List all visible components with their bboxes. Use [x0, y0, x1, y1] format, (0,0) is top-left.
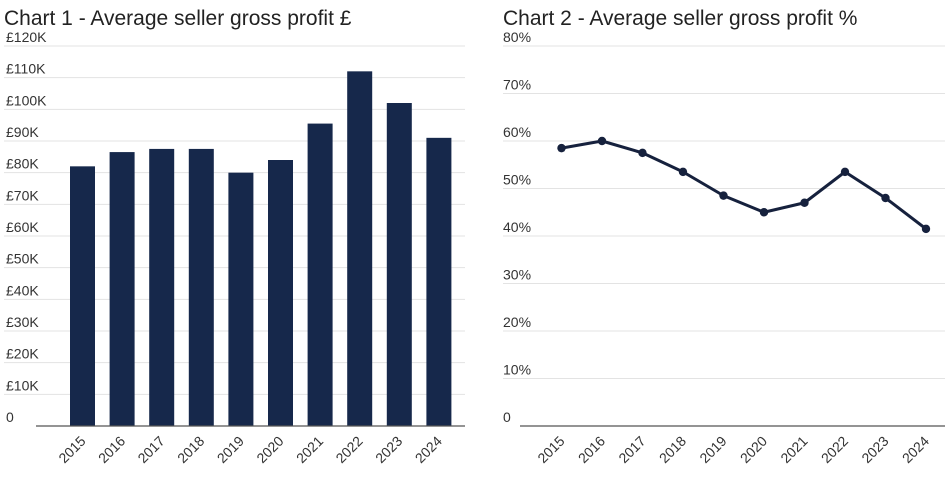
- chart1-y-tick: £100K: [6, 92, 47, 108]
- chart1-bar: [307, 123, 333, 426]
- chart2-y-tick: 70%: [503, 77, 531, 93]
- chart1-x-tick: 2020: [253, 433, 286, 466]
- chart1-bar: [149, 148, 175, 426]
- chart2-series-line: [561, 139, 927, 231]
- chart1-bar: [268, 160, 293, 426]
- chart1-bar: [188, 148, 214, 426]
- chart1-bar: [109, 152, 135, 427]
- chart2-x-tick: 2017: [615, 433, 648, 466]
- chart1-x-tick: 2016: [95, 433, 128, 466]
- chart1-y-tick: £20K: [6, 346, 39, 362]
- chart1-x-tick: 2022: [332, 433, 365, 466]
- chart1-bar: [386, 103, 412, 426]
- chart2-y-tick: 80%: [503, 29, 531, 45]
- chart1-y-tick: £50K: [6, 251, 39, 267]
- chart1-y-tick: £90K: [6, 124, 39, 140]
- chart2-point: [759, 208, 769, 217]
- chart2-point: [840, 167, 850, 177]
- chart2-x-tick: 2022: [818, 433, 851, 466]
- chart2-x-tick: 2020: [737, 433, 770, 466]
- chart1-y-tick: £70K: [6, 187, 39, 203]
- chart2-y-tick: 30%: [503, 267, 531, 283]
- chart2-point: [597, 136, 607, 146]
- chart1-y-tick: £60K: [6, 219, 39, 235]
- chart1-x-tick: 2021: [293, 433, 326, 466]
- chart2-x-tick: 2021: [777, 433, 810, 466]
- chart2-y-tick: 60%: [503, 124, 531, 140]
- chart2-point: [921, 224, 931, 234]
- chart1-title: Chart 1 - Average seller gross profit £: [4, 7, 352, 30]
- chart2-x-tick: 2024: [899, 433, 932, 466]
- chart2-x-tick: 2019: [696, 433, 729, 466]
- chart2-x-tick: 2023: [858, 433, 891, 466]
- chart2-x-tick: 2018: [656, 433, 689, 466]
- chart1-y-tick: £10K: [6, 377, 39, 393]
- chart2-point: [678, 167, 688, 177]
- chart1-x-tick: 2024: [412, 433, 445, 466]
- chart1-y-tick: £30K: [6, 314, 39, 330]
- chart2-title: Chart 2 - Average seller gross profit %: [503, 7, 857, 30]
- chart1-bar: [228, 172, 254, 426]
- chart2-point: [881, 193, 890, 203]
- chart1-x-tick: 2019: [214, 433, 247, 466]
- chart1-bar: [426, 137, 452, 427]
- chart1-y-tick: £40K: [6, 282, 39, 298]
- chart2-point: [638, 148, 647, 158]
- chart2-point: [800, 198, 809, 207]
- chart1-x-tick: 2018: [174, 433, 207, 466]
- chart2-point: [557, 143, 566, 153]
- chart2-y-tick: 0: [503, 409, 511, 425]
- chart2-x-tick: 2016: [575, 433, 608, 466]
- chart2-y-tick: 40%: [503, 219, 531, 235]
- chart1-bar: [347, 71, 373, 426]
- chart2-y-tick: 10%: [503, 362, 531, 378]
- chart1-x-tick: 2023: [372, 433, 405, 466]
- chart1-y-tick: 0: [6, 409, 14, 425]
- chart2-plot: 010%20%30%40%50%60%70%80%2015 2016 2017 201…: [503, 29, 945, 466]
- chart1-plot: 0 £10K £20K £30K £40K £50K £60K £70K £80K £90K £10…: [4, 29, 465, 466]
- chart1-bar: [70, 166, 95, 427]
- chart2-point: [719, 191, 728, 200]
- chart2-y-tick: 20%: [503, 314, 531, 330]
- chart1-y-tick: £110K: [6, 61, 46, 77]
- chart1-x-tick: 2015: [55, 433, 88, 466]
- chart2-y-tick: 50%: [503, 172, 531, 188]
- chart1-x-tick: 2017: [134, 433, 167, 466]
- chart1-y-tick: £120K: [6, 29, 47, 45]
- chart1-y-tick: £80K: [6, 156, 39, 172]
- chart2-x-tick: 2015: [534, 433, 567, 466]
